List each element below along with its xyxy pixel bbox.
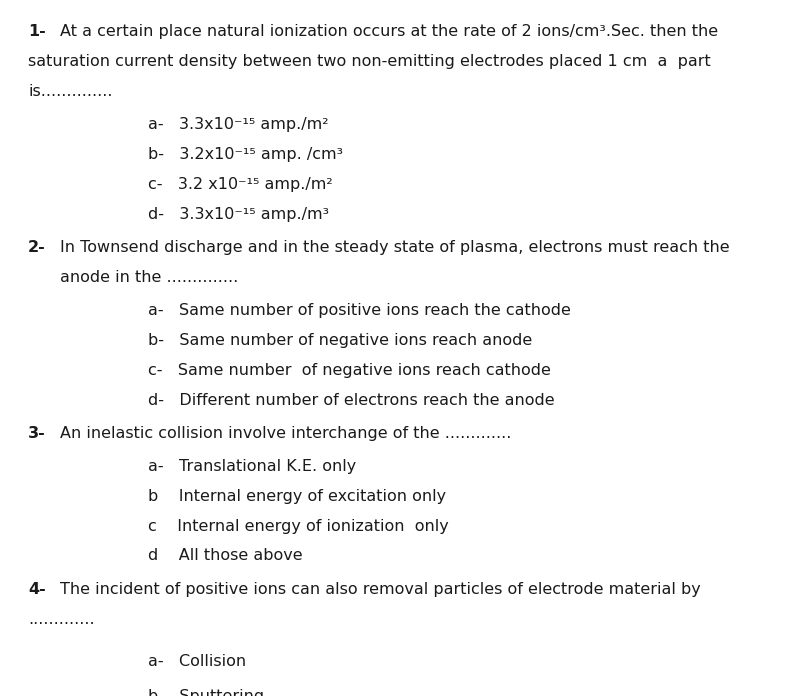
Text: saturation current density between two non-emitting electrodes placed 1 cm  a  p: saturation current density between two n… [28,54,710,70]
Text: d-   3.3x10⁻¹⁵ amp./m³: d- 3.3x10⁻¹⁵ amp./m³ [148,207,329,222]
Text: d    All those above: d All those above [148,548,302,564]
Text: is..............: is.............. [28,84,113,100]
Text: anode in the ..............: anode in the .............. [60,270,238,285]
Text: b-   Same number of negative ions reach anode: b- Same number of negative ions reach an… [148,333,532,348]
Text: .............: ............. [28,612,94,627]
Text: An inelastic collision involve interchange of the .............: An inelastic collision involve interchan… [60,426,511,441]
Text: b    Internal energy of excitation only: b Internal energy of excitation only [148,489,446,504]
Text: c-   Same number  of negative ions reach cathode: c- Same number of negative ions reach ca… [148,363,551,378]
Text: 2-: 2- [28,240,46,255]
Text: 1-: 1- [28,24,46,40]
Text: d-   Different number of electrons reach the anode: d- Different number of electrons reach t… [148,393,554,408]
Text: a-   3.3x10⁻¹⁵ amp./m²: a- 3.3x10⁻¹⁵ amp./m² [148,117,329,132]
Text: The incident of positive ions can also removal particles of electrode material b: The incident of positive ions can also r… [60,582,701,597]
Text: c    Internal energy of ionization  only: c Internal energy of ionization only [148,519,449,534]
Text: c-   3.2 x10⁻¹⁵ amp./m²: c- 3.2 x10⁻¹⁵ amp./m² [148,177,333,192]
Text: 4-: 4- [28,582,46,597]
Text: a-   Same number of positive ions reach the cathode: a- Same number of positive ions reach th… [148,303,571,318]
Text: a-   Translational K.E. only: a- Translational K.E. only [148,459,356,474]
Text: In Townsend discharge and in the steady state of plasma, electrons must reach th: In Townsend discharge and in the steady … [60,240,730,255]
Text: b-   3.2x10⁻¹⁵ amp. /cm³: b- 3.2x10⁻¹⁵ amp. /cm³ [148,147,343,162]
Text: At a certain place natural ionization occurs at the rate of 2 ions/cm³.Sec. then: At a certain place natural ionization oc… [60,24,718,40]
Text: 3-: 3- [28,426,46,441]
Text: a-   Collision: a- Collision [148,654,246,670]
Text: b-   Sputtering: b- Sputtering [148,689,264,696]
